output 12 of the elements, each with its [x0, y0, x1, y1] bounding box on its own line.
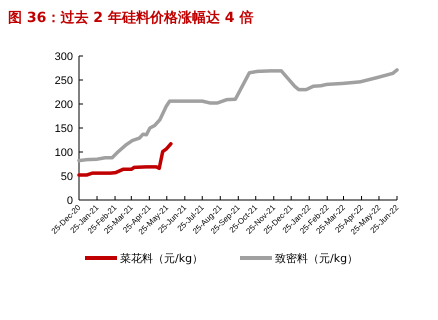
y-tick-label: 0: [66, 195, 73, 207]
line-series: [77, 142, 173, 177]
y-tick-label: 150: [54, 123, 73, 135]
y-tick-label: 300: [54, 51, 73, 63]
y-tick-label: 250: [54, 75, 73, 87]
chart-title: 图 36：过去 2 年硅料价格涨幅达 4 倍: [8, 9, 254, 26]
y-tick-label: 50: [60, 171, 73, 183]
legend-label: 致密料（元/kg）: [275, 252, 358, 265]
y-tick-label: 200: [54, 99, 73, 111]
legend-label: 菜花料（元/kg）: [120, 252, 204, 265]
y-tick-label: 100: [54, 147, 73, 159]
line-series: [77, 68, 399, 162]
